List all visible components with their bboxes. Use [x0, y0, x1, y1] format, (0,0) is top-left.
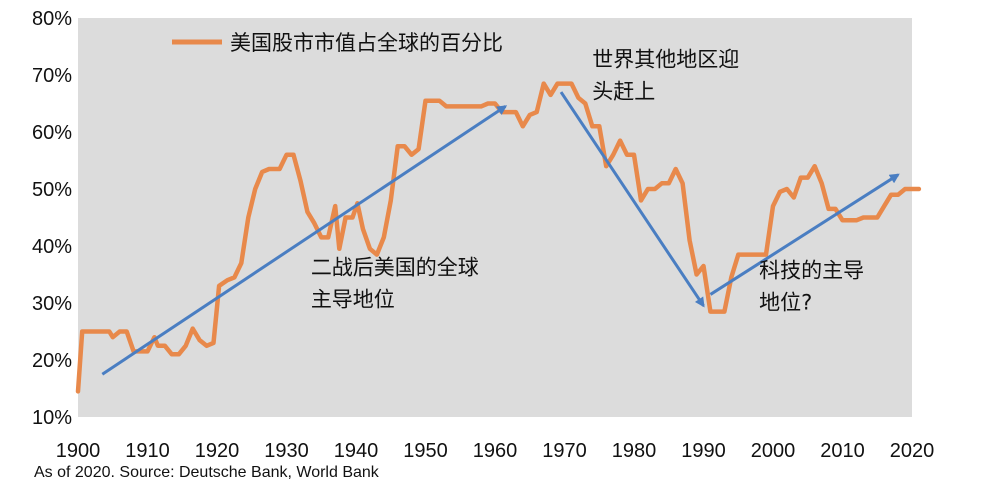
y-tick-label: 70%	[32, 65, 72, 87]
x-tick-label: 1970	[542, 440, 587, 462]
x-tick-label: 1960	[473, 440, 518, 462]
annotation-line: 地位?	[759, 290, 812, 314]
annotation-line: 头赶上	[592, 79, 655, 103]
trend-arrow	[709, 173, 900, 296]
annotation-line: 主导地位	[311, 288, 395, 312]
annotation-line: 二战后美国的全球	[311, 256, 479, 280]
x-tick-label: 1910	[125, 440, 170, 462]
y-tick-label: 30%	[32, 293, 72, 315]
legend-label: 美国股市市值占全球的百分比	[230, 31, 503, 55]
annotation-line: 科技的主导	[759, 258, 864, 282]
y-tick-label: 40%	[32, 236, 72, 258]
annotation-text: 世界其他地区迎头赶上	[592, 47, 739, 103]
annotation-text: 科技的主导地位?	[759, 258, 864, 314]
x-tick-label: 1990	[681, 440, 726, 462]
y-tick-label: 20%	[32, 350, 72, 372]
y-tick-label: 50%	[32, 179, 72, 201]
annotation-line: 世界其他地区迎	[592, 47, 739, 71]
x-tick-label: 1950	[403, 440, 448, 462]
y-tick-label: 60%	[32, 122, 72, 144]
trend-arrow	[101, 105, 508, 376]
x-tick-label: 1980	[612, 440, 657, 462]
x-tick-label: 1940	[334, 440, 379, 462]
plot-area	[78, 18, 912, 417]
legend: 美国股市市值占全球的百分比	[172, 31, 503, 55]
source-note: As of 2020. Source: Deutsche Bank, World…	[34, 464, 379, 481]
trend-arrow	[559, 91, 705, 308]
x-tick-label: 2020	[890, 440, 935, 462]
x-tick-label: 1920	[195, 440, 240, 462]
series-line	[75, 81, 922, 394]
x-tick-label: 1930	[264, 440, 309, 462]
x-tick-label: 1900	[56, 440, 101, 462]
x-tick-label: 2010	[820, 440, 865, 462]
y-tick-label: 10%	[32, 407, 72, 429]
annotation-text: 二战后美国的全球主导地位	[311, 256, 479, 312]
x-tick-label: 2000	[751, 440, 796, 462]
y-tick-label: 80%	[32, 8, 72, 30]
